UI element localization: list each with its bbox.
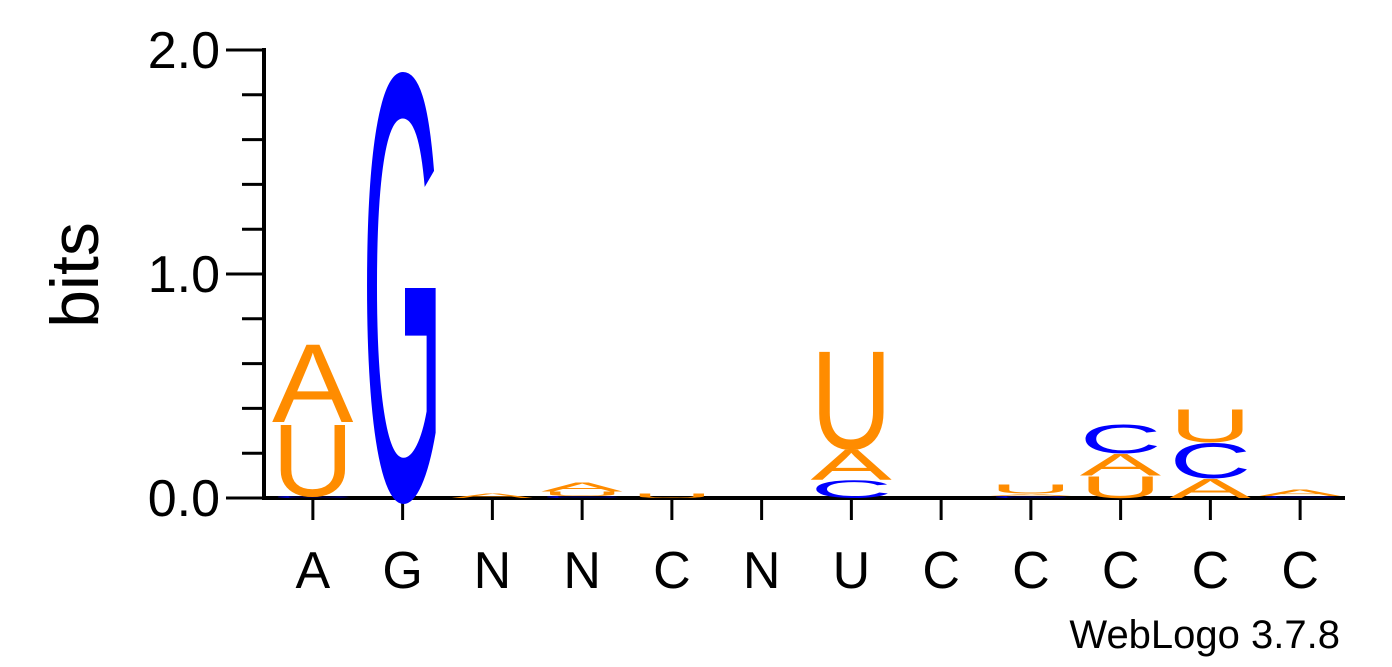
logo-letter-U: U (1170, 400, 1252, 452)
letter-stack: CAU (990, 482, 1072, 498)
logo-letter-C: C (1080, 417, 1162, 462)
letter-stack: A (452, 492, 534, 499)
x-tick-label: U (833, 542, 871, 600)
x-tick-label: N (474, 542, 512, 600)
x-tick-label: C (1281, 542, 1319, 600)
x-tick-label: C (922, 542, 960, 600)
y-tick-label: 0.0 (148, 470, 220, 528)
logo-letter-C: C (272, 495, 354, 498)
letter-stack: UAC (1080, 417, 1162, 505)
logo-letter-A: A (1170, 473, 1251, 504)
x-tick-label: C (1012, 542, 1050, 600)
logo-letter-A: A (541, 480, 623, 494)
logo-letter-C: C (1170, 433, 1252, 489)
logo-letter-U: U (631, 492, 713, 499)
x-tick-label: A (296, 542, 331, 600)
letter-stack: U (631, 492, 713, 499)
y-tick-label: 1.0 (148, 246, 220, 304)
x-tick-label: N (563, 542, 601, 600)
logo-letter-A: A (811, 441, 892, 490)
x-tick-label: N (743, 542, 781, 600)
logo-letter-A: A (1259, 487, 1341, 497)
logo-letter-C: C (811, 476, 893, 504)
x-tick-label: C (653, 542, 691, 600)
x-tick-label: C (1102, 542, 1140, 600)
weblogo-credit: WebLogo 3.7.8 (1069, 613, 1340, 657)
logo-letter-A: A (272, 320, 354, 446)
logo-letter-U: U (811, 322, 893, 480)
logo-letter-U: U (990, 482, 1072, 496)
letter-stack: G (362, 0, 444, 628)
y-tick-label: 2.0 (148, 22, 220, 80)
letter-stack: CUA (272, 320, 354, 518)
logo-letter-A: A (452, 492, 534, 499)
logo-letter-A: A (990, 493, 1072, 496)
x-tick-label: C (1192, 542, 1230, 600)
logo-letter-A: A (1080, 447, 1162, 482)
x-tick-label: G (382, 542, 422, 600)
logo-letter-C: C (541, 495, 623, 498)
logo-letter-U: U (1080, 470, 1162, 505)
y-axis-label: bits (37, 222, 113, 328)
y-axis: 0.0 1.0 2.0 (148, 22, 266, 528)
logo-letter-G: G (362, 0, 444, 628)
letter-stack: CUA (541, 480, 623, 499)
letter-stack: CAU (811, 322, 893, 504)
y-ticks: 0.0 1.0 2.0 (148, 22, 264, 528)
logo-letter-C: C (1259, 495, 1341, 498)
letter-stack: ACU (1170, 400, 1252, 504)
letter-stack: CA (1259, 487, 1341, 498)
logo-letter-U: U (541, 490, 623, 497)
logo-letter-U: U (272, 402, 354, 517)
logo-letter-C: C (990, 495, 1072, 498)
